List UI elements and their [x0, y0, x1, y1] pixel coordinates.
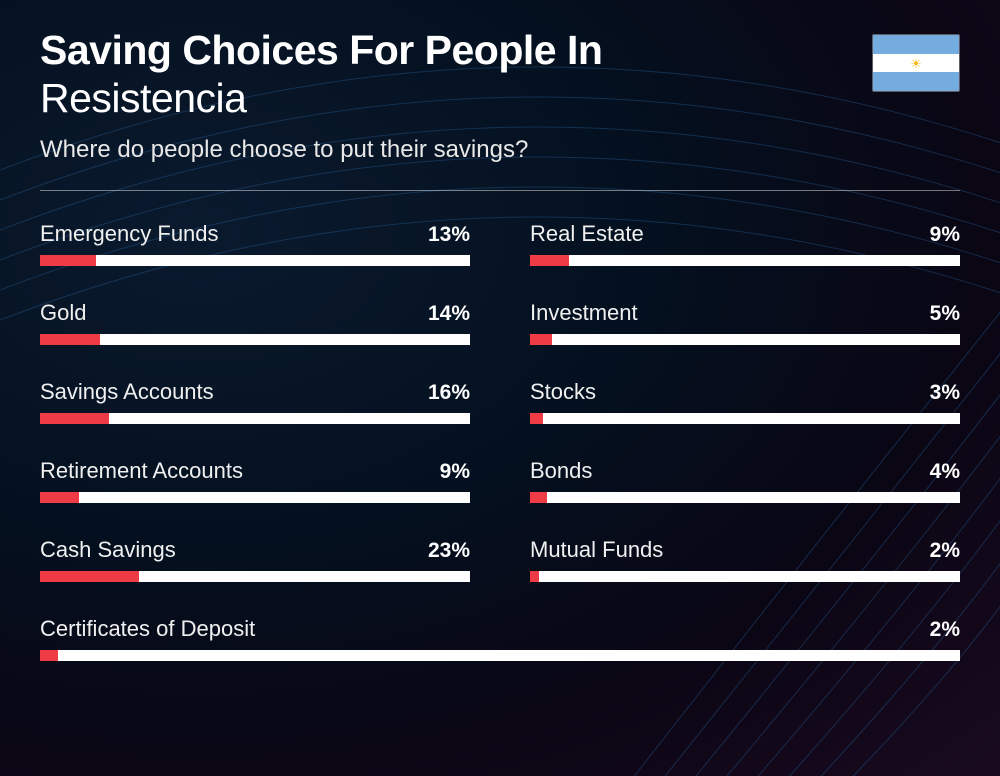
bar-fill — [40, 255, 96, 266]
bar-item-certificates: Certificates of Deposit 2% — [40, 616, 960, 661]
bar-fill — [530, 492, 547, 503]
bar-track — [530, 492, 960, 503]
bar-label: Bonds — [530, 458, 592, 484]
bar-fill — [530, 255, 569, 266]
bar-value: 3% — [930, 381, 960, 405]
bar-item-retirement: Retirement Accounts 9% — [40, 458, 470, 503]
bar-label: Real Estate — [530, 221, 644, 247]
subtitle: Where do people choose to put their savi… — [40, 136, 872, 164]
bar-item-cash-savings: Cash Savings 23% — [40, 537, 470, 582]
bar-track — [40, 571, 470, 582]
bar-value: 9% — [930, 223, 960, 247]
bar-label: Mutual Funds — [530, 537, 663, 563]
bar-fill — [530, 334, 552, 345]
title-city: Resistencia — [40, 75, 872, 122]
bar-track — [530, 571, 960, 582]
divider — [40, 190, 960, 191]
bar-item-gold: Gold 14% — [40, 300, 470, 345]
bar-fill — [40, 413, 109, 424]
bar-value: 2% — [930, 618, 960, 642]
bar-track — [40, 334, 470, 345]
bar-label: Retirement Accounts — [40, 458, 243, 484]
bar-item-mutual-funds: Mutual Funds 2% — [530, 537, 960, 582]
bar-item-savings-accounts: Savings Accounts 16% — [40, 379, 470, 424]
bar-track — [40, 413, 470, 424]
bar-fill — [530, 413, 543, 424]
bar-label: Stocks — [530, 379, 596, 405]
flag-argentina-icon: ☀ — [872, 34, 960, 92]
bar-fill — [40, 334, 100, 345]
bar-label: Certificates of Deposit — [40, 616, 255, 642]
bar-label: Savings Accounts — [40, 379, 214, 405]
title-main: Saving Choices For People In — [40, 28, 872, 73]
bar-value: 5% — [930, 302, 960, 326]
bar-item-stocks: Stocks 3% — [530, 379, 960, 424]
bar-item-real-estate: Real Estate 9% — [530, 221, 960, 266]
bar-fill — [530, 571, 539, 582]
bar-item-investment: Investment 5% — [530, 300, 960, 345]
bar-value: 9% — [440, 460, 470, 484]
bar-value: 23% — [428, 539, 470, 563]
bar-value: 2% — [930, 539, 960, 563]
bar-value: 16% — [428, 381, 470, 405]
bars-grid: Emergency Funds 13% Real Estate 9% Gold … — [40, 221, 960, 661]
bar-fill — [40, 571, 139, 582]
bar-value: 4% — [930, 460, 960, 484]
bar-track — [530, 255, 960, 266]
bar-item-emergency-funds: Emergency Funds 13% — [40, 221, 470, 266]
bar-track — [40, 650, 960, 661]
bar-label: Gold — [40, 300, 86, 326]
bar-label: Investment — [530, 300, 638, 326]
bar-fill — [40, 492, 79, 503]
bar-track — [530, 413, 960, 424]
bar-label: Emergency Funds — [40, 221, 219, 247]
bar-label: Cash Savings — [40, 537, 176, 563]
bar-track — [40, 255, 470, 266]
bar-value: 13% — [428, 223, 470, 247]
bar-fill — [40, 650, 58, 661]
bar-item-bonds: Bonds 4% — [530, 458, 960, 503]
bar-value: 14% — [428, 302, 470, 326]
bar-track — [530, 334, 960, 345]
bar-track — [40, 492, 470, 503]
